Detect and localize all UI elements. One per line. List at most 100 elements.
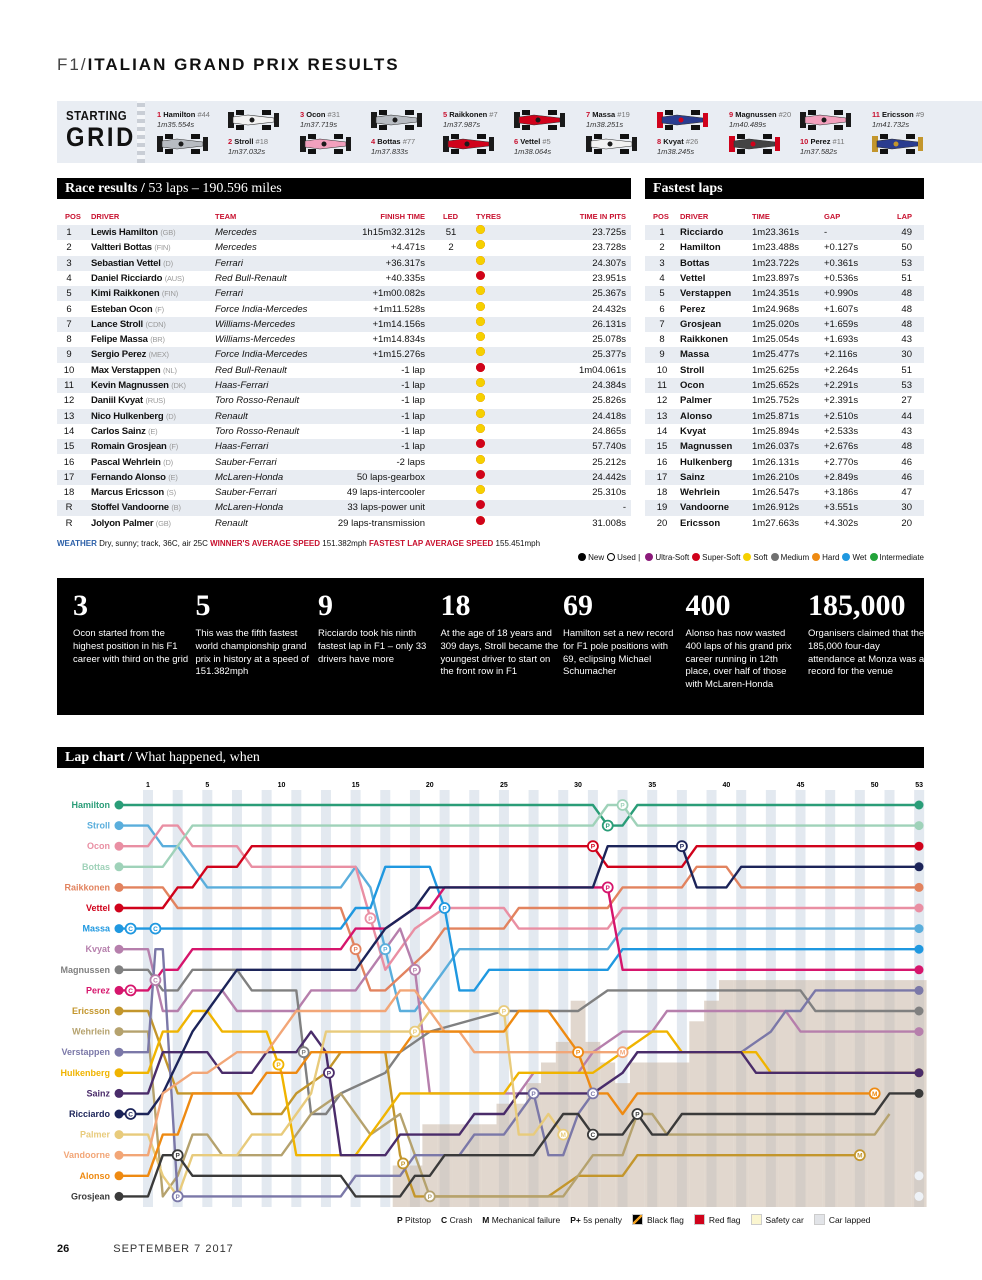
result-driver: Romain Grosjean [91, 441, 167, 453]
result-driver-cell: Daniil Kvyat (RUS) [91, 393, 165, 408]
legend-key: P+ [570, 1215, 581, 1225]
stat-number: 400 [685, 589, 731, 622]
result-driver: Marcus Ericsson [91, 487, 165, 499]
event-marker-p [572, 1046, 584, 1059]
result-driver: Kevin Magnussen [91, 380, 169, 391]
stat-item: 18 At the age of 18 years and 309 days, S… [441, 590, 559, 679]
grid-position: 4 [371, 137, 376, 146]
grid-qualifying-time: 1m38.064s [514, 147, 552, 156]
results-row: R Jolyon Palmer (GB) Renault 29 laps-transm… [57, 515, 631, 531]
lap-stripe [409, 790, 420, 1207]
issue-date: SEPTEMBER 7 2017 [113, 1243, 234, 1255]
event-marker-p [379, 943, 392, 956]
legend-key: P [397, 1215, 403, 1225]
x-tick-label: 25 [500, 782, 508, 789]
car-lapped-bar [452, 1124, 467, 1207]
driver-label: Hamilton [71, 800, 110, 810]
result-driver: Esteban Ocon [91, 303, 153, 315]
fl-lap: 48 [901, 318, 912, 330]
results-row: 16 Pascal Wehrlein (D) Sauber-Ferrari -2 la… [57, 454, 631, 470]
tyre-legend-dot-icon [578, 553, 587, 561]
driver-label: Vandoorne [63, 1150, 110, 1160]
fl-driver: Wehrlein [680, 487, 720, 499]
result-pos: 4 [66, 272, 72, 284]
driver-line-ocon [119, 824, 920, 971]
lap-stripe [261, 790, 272, 1207]
fl-lap: 49 [901, 227, 912, 238]
fl-driver: Hamilton [680, 242, 721, 254]
soft-tyre-icon [476, 240, 485, 250]
fl-pos: 2 [659, 242, 665, 254]
driver-label: Massa [82, 924, 111, 934]
result-finish-time: +1m14.834s [372, 334, 425, 346]
event-marker-m [616, 1046, 629, 1059]
fastest-lap-row: 9 Massa 1m25.477s +2.116s 30 [645, 347, 924, 363]
fl-pos: 5 [659, 288, 665, 300]
result-team: Ferrari [215, 288, 243, 300]
car-icon [800, 110, 852, 135]
result-driver-cell: Valtteri Bottas (FIN) [91, 240, 171, 255]
grid-start-dot [114, 841, 124, 851]
car-lapped-bar [466, 1124, 482, 1207]
tyre-legend-label: Hard [822, 553, 840, 562]
result-nationality: (D) [163, 457, 173, 467]
event-marker-letter: C [591, 1132, 596, 1139]
result-pos: 11 [64, 380, 74, 391]
result-driver: Stoffel Vandoorne [91, 502, 169, 514]
result-driver-cell: Pascal Wehrlein (D) [91, 455, 173, 470]
result-nationality: (S) [166, 488, 177, 498]
result-finish-time: +1m00.082s [372, 288, 425, 300]
fl-col-gap: GAP [824, 212, 841, 221]
fl-pos: 20 [656, 517, 668, 529]
lap-stripe [380, 790, 391, 1207]
result-team: Mercedes [215, 242, 257, 254]
event-marker-p [397, 1157, 409, 1170]
lap-stripe [558, 790, 569, 1207]
results-row: 5 Kimi Raikkonen (FIN) Ferrari +1m00.082s 25… [57, 286, 631, 302]
results-row: 7 Lance Stroll (CDN) Williams-Mercedes +1m1… [57, 316, 631, 333]
col-driver: DRIVER [91, 212, 120, 221]
fl-lap: 44 [901, 410, 912, 422]
grid-car-number: #19 [617, 110, 630, 119]
finish-dot [914, 1088, 924, 1098]
fl-driver: Ocon [680, 380, 705, 391]
legend-swatch-icon [813, 1214, 825, 1225]
fl-pos: 19 [656, 502, 668, 514]
grid-entry: 10 Perez #11 1m37.582s [800, 137, 845, 157]
result-finish-time: -2 laps [396, 456, 425, 468]
result-driver-cell: Nico Hulkenberg (D) [91, 409, 176, 424]
event-marker-letter: C [128, 988, 133, 995]
fl-lap: 46 [901, 471, 912, 483]
fl-pos: 10 [656, 364, 668, 376]
result-pos: 6 [66, 303, 72, 315]
x-tick-label: 20 [426, 782, 434, 789]
event-marker-c [587, 1087, 599, 1100]
lap-stripe [202, 790, 213, 1207]
fl-pos: 16 [656, 456, 668, 468]
results-row: 6 Esteban Ocon (F) Force India-Mercedes +1m… [57, 301, 631, 317]
soft-tyre-icon [476, 225, 485, 234]
stat-text: At the age of 18 years and 309 days, Str… [440, 628, 559, 678]
weather-value: Dry, sunny; track, 36C, air 25C [99, 539, 208, 548]
result-driver-cell: Lance Stroll (CDN) [91, 317, 166, 332]
grid-position: 6 [514, 137, 519, 146]
fl-driver: Magnussen [680, 441, 733, 453]
car-icon [872, 134, 924, 159]
result-driver-cell: Daniel Ricciardo (AUS) [91, 271, 184, 286]
grid-start-dot [114, 821, 124, 831]
fl-time: 1m25.894s [752, 425, 800, 437]
driver-label: Vettel [86, 903, 110, 913]
event-marker-letter: M [620, 1050, 625, 1057]
car-icon [300, 134, 352, 159]
fl-gap: +3.186s [824, 487, 859, 499]
finish-dot [914, 965, 924, 975]
stat-number: 3 [73, 589, 88, 622]
finish-dot [914, 924, 924, 934]
fastest-lap-row: 17 Sainz 1m26.210s +2.849s 46 [645, 469, 924, 486]
legend-swatch-label: Red flag [708, 1215, 741, 1225]
car-icon [228, 110, 280, 135]
result-pit-time: 24.432s [592, 303, 626, 315]
legend-label: Mechanical failure [491, 1215, 561, 1225]
grid-position: 1 [157, 110, 162, 119]
x-tick-label: 45 [797, 782, 805, 789]
